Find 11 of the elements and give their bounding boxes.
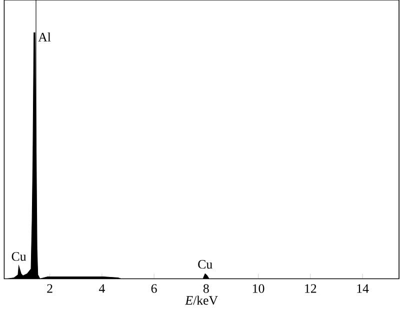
annotation: Al bbox=[38, 32, 51, 42]
x-axis-title: E/keV bbox=[185, 295, 218, 305]
x-tick-label: 8 bbox=[203, 284, 209, 293]
x-tick-label: 6 bbox=[151, 284, 157, 293]
x-tick-label: 12 bbox=[305, 284, 316, 293]
x-tick-label: 4 bbox=[98, 284, 105, 292]
x-tick-label: 2 bbox=[47, 284, 52, 293]
annotation: Cu bbox=[198, 260, 212, 268]
annotation: Cu bbox=[12, 252, 26, 261]
x-tick-label: 14 bbox=[357, 284, 369, 292]
x-tick-label: 10 bbox=[252, 284, 264, 293]
